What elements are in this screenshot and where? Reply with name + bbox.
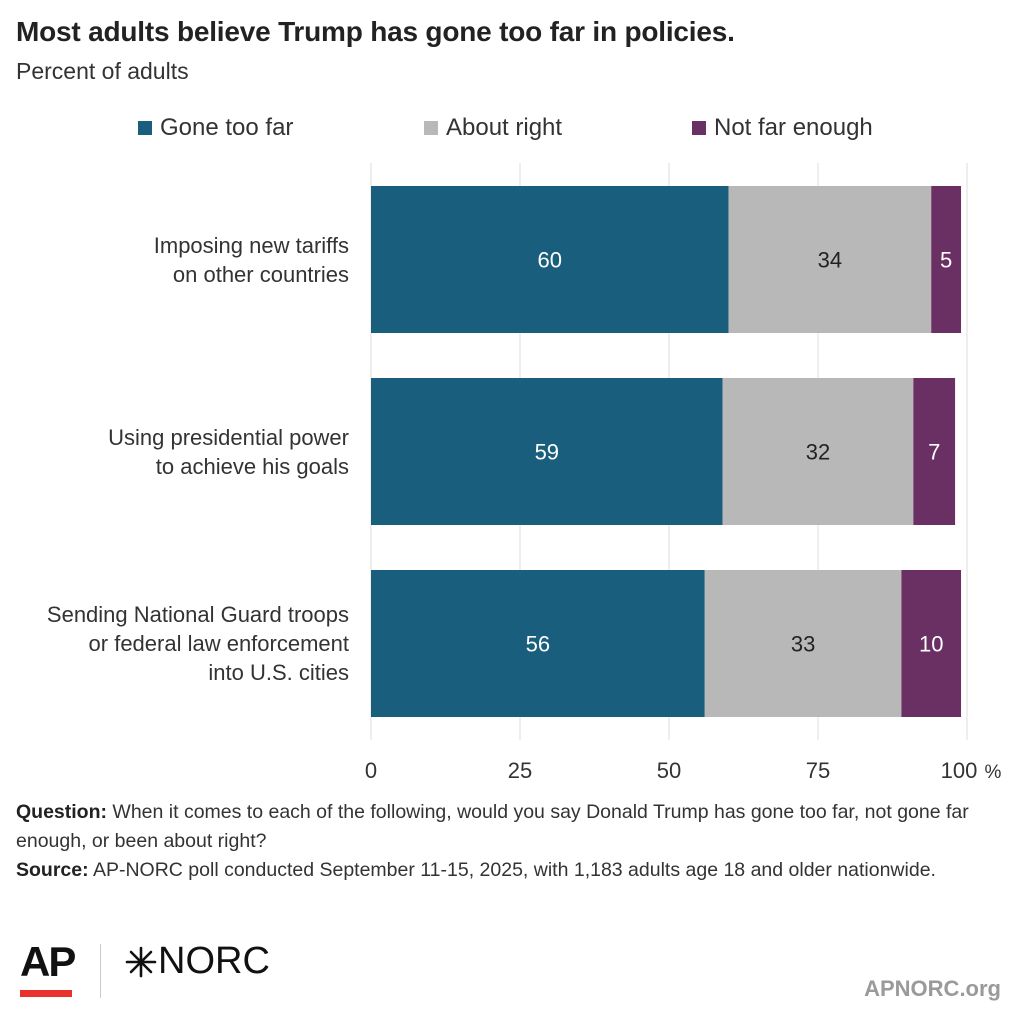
- x-tick-label-0: 0: [365, 758, 377, 783]
- legend-item-0: Gone too far: [138, 114, 293, 142]
- category-label-line: into U.S. cities: [208, 660, 349, 685]
- category-label-line: Using presidential power: [108, 424, 349, 450]
- category-label-line: to achieve his goals: [155, 453, 349, 479]
- ap-logo: AP: [20, 938, 76, 997]
- bar-2-0: [371, 570, 705, 717]
- x-tick-unit: %: [985, 762, 1002, 783]
- question-text: When it comes to each of the following, …: [16, 801, 969, 852]
- value-label-0-1: 34: [818, 248, 842, 273]
- ap-logo-text: AP: [20, 938, 76, 985]
- value-label-2-2: 10: [919, 632, 943, 657]
- bar-2-1: [704, 570, 902, 717]
- question-note: Question: When it comes to each of the f…: [16, 798, 1006, 856]
- bar-1-1: [722, 378, 914, 525]
- footnote: Question: When it comes to each of the f…: [16, 798, 1006, 885]
- legend: Gone too far About right Not far enough: [0, 114, 1017, 146]
- question-label: Question:: [16, 801, 107, 823]
- legend-label: About right: [446, 114, 563, 141]
- star-burst-icon: [125, 946, 157, 977]
- bar-0-0: [371, 186, 729, 333]
- chart-title: Most adults believe Trump has gone too f…: [16, 16, 735, 47]
- chart: 60 34 559 32 756 33 100 25 50 75 100%: [365, 163, 1002, 783]
- value-label-2-0: 56: [526, 632, 550, 657]
- bar-1-0: [371, 378, 723, 525]
- bar-2-2: [901, 570, 962, 717]
- x-tick-label-25: 25: [508, 758, 532, 783]
- category-label-line: on other countries: [172, 261, 349, 287]
- logo-divider: [100, 944, 101, 998]
- x-tick-label-50: 50: [657, 758, 681, 783]
- source-label: Source:: [16, 859, 89, 881]
- bar-1-2: [913, 378, 956, 525]
- category-label-1: Using presidential power to achieve his g…: [9, 423, 349, 481]
- value-label-1-0: 59: [535, 440, 559, 465]
- legend-swatch: [692, 121, 706, 135]
- legend-swatch: [138, 121, 152, 135]
- ap-logo-bar: [20, 990, 72, 997]
- category-label-line: Sending National Guard troops: [46, 602, 349, 627]
- value-label-1-1: 32: [806, 440, 830, 465]
- legend-swatch: [424, 121, 438, 135]
- bar-0-2: [931, 186, 962, 333]
- legend-label: Not far enough: [714, 114, 873, 141]
- category-label-line: or federal law enforcement: [88, 631, 349, 656]
- chart-subtitle: Percent of adults: [16, 58, 189, 84]
- category-label-2: Sending National Guard troops or federal …: [9, 600, 349, 687]
- value-label-0-0: 60: [538, 248, 562, 273]
- value-label-0-2: 5: [940, 248, 952, 273]
- x-tick-label-75: 75: [806, 758, 830, 783]
- legend-item-1: About right: [424, 114, 562, 142]
- category-label-0: Imposing new tariffs on other countries: [9, 231, 349, 289]
- value-label-2-1: 33: [791, 632, 815, 657]
- legend-item-2: Not far enough: [692, 114, 873, 142]
- bar-0-1: [728, 186, 932, 333]
- source-note: Source: AP-NORC poll conducted September…: [16, 856, 1006, 885]
- norc-logo: NORC: [124, 940, 270, 983]
- legend-label: Gone too far: [160, 114, 294, 141]
- site-url[interactable]: APNORC.org: [864, 976, 1001, 1001]
- category-label-line: Imposing new tariffs: [153, 232, 349, 258]
- x-tick-label-100: 100: [941, 758, 978, 783]
- value-label-1-2: 7: [928, 440, 940, 465]
- norc-logo-text: NORC: [158, 940, 270, 982]
- source-text: AP-NORC poll conducted September 11-15, …: [92, 859, 936, 881]
